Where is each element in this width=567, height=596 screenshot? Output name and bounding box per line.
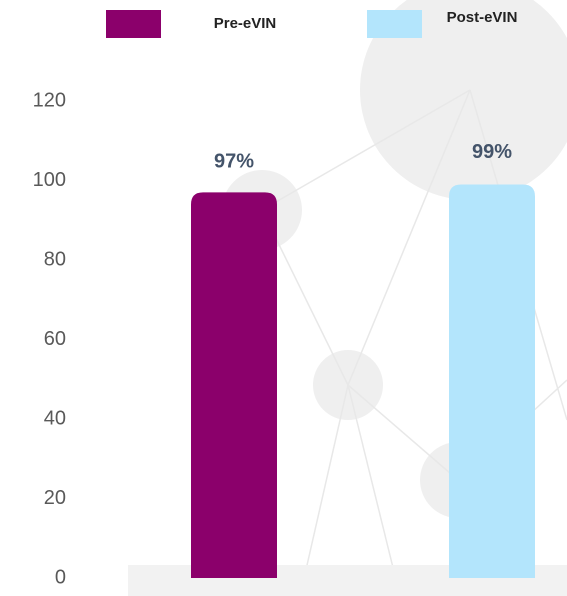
bar <box>191 192 277 578</box>
legend-label: Pre-eVIN <box>214 15 277 32</box>
chart: 0 20 40 60 80 100 120 Pre-eVIN Post-eVIN 97% 99% <box>0 0 567 596</box>
y-tick-label: 120 <box>33 89 66 111</box>
value-label: 97% <box>214 151 254 173</box>
y-tick-label: 20 <box>44 487 66 509</box>
legend-label: Post-eVIN <box>447 9 518 26</box>
page: 020406080100120Pre-eVINPost-eVIN97%99% (… <box>0 0 567 596</box>
y-tick-label: 80 <box>44 248 66 270</box>
bar <box>449 184 535 578</box>
y-tick-label: 40 <box>44 407 66 429</box>
y-tick-label: 100 <box>33 169 66 191</box>
y-tick-label: 60 <box>44 328 66 350</box>
legend-swatch <box>367 10 422 38</box>
legend-swatch <box>106 10 161 38</box>
y-tick-label: 0 <box>55 566 66 588</box>
value-label: 99% <box>472 141 512 163</box>
